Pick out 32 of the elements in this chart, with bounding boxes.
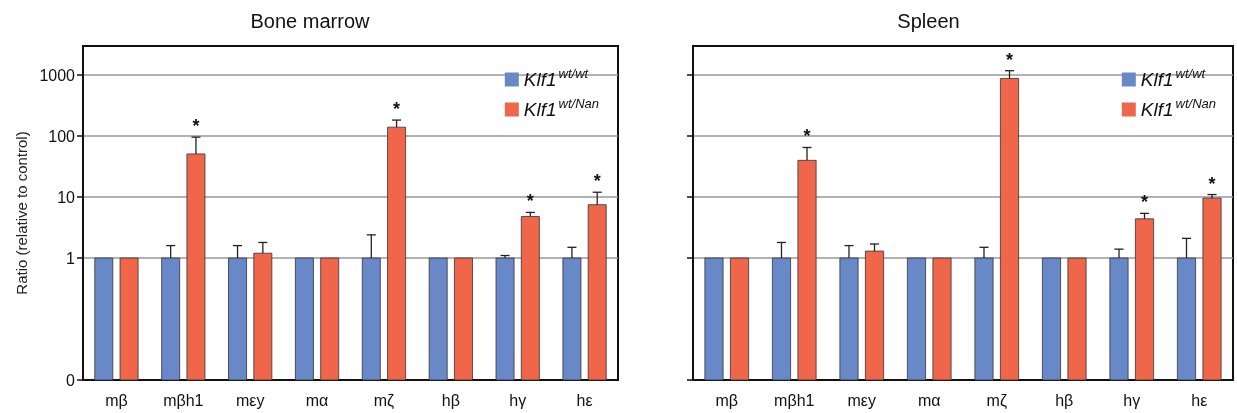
x-tick-label: mβ [105, 391, 128, 409]
x-tick-label: mζ [986, 391, 1007, 410]
x-tick-label: mα [305, 391, 329, 409]
annotation: * [1006, 49, 1014, 70]
annotation: * [803, 126, 811, 147]
x-tick-label: mβh1 [774, 391, 815, 409]
annotation: * [526, 191, 534, 212]
annotation: * [1141, 192, 1149, 213]
annotation: * [1208, 173, 1216, 194]
y-tick-label: 10 [57, 188, 76, 206]
chart-title: Spleen [897, 10, 960, 32]
x-tick-label: hβ [441, 391, 460, 409]
x-tick-label: mεy [235, 391, 265, 409]
y-axis-title: Ratio (relative to control) [12, 131, 30, 295]
chart-title: Bone marrow [250, 10, 371, 32]
annotation: * [393, 99, 401, 120]
x-tick-label: hε [1191, 391, 1208, 409]
x-tick-label: mβ [715, 391, 739, 409]
y-tick-label: 1000 [39, 66, 76, 84]
x-tick-label: mα [917, 391, 941, 409]
x-tick-label: hβ [1055, 391, 1074, 409]
annotation: * [192, 116, 200, 137]
y-tick-label: 100 [48, 127, 76, 145]
annotation: * [593, 171, 601, 192]
x-tick-label: hγ [509, 391, 527, 409]
x-tick-label: hε [576, 391, 593, 409]
x-tick-label: hγ [1123, 391, 1141, 409]
y-tick-label: 1 [66, 249, 76, 267]
x-tick-label: mεy [847, 391, 876, 409]
x-tick-label: mζ [373, 391, 395, 410]
y-tick-label: 0 [66, 371, 76, 389]
x-tick-label: mβh1 [163, 391, 204, 409]
